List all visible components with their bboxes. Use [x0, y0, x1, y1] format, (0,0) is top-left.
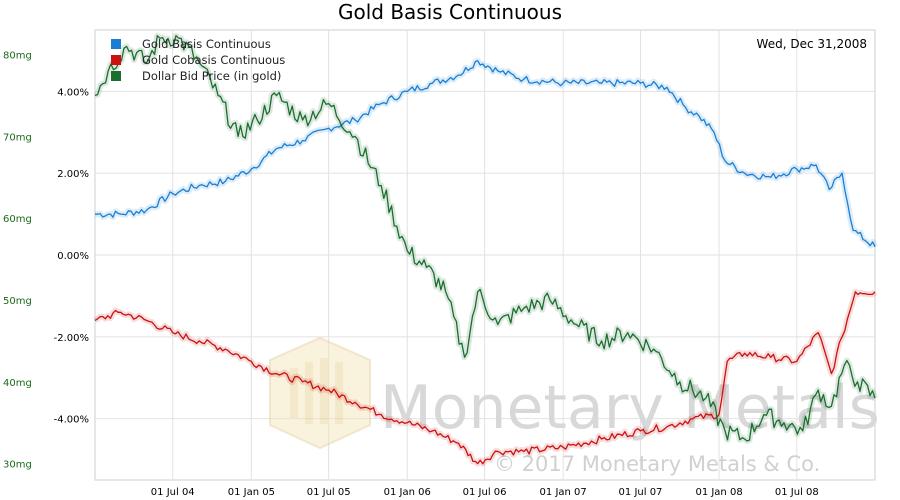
- x-tick-label: 01 Jul 08: [775, 487, 819, 498]
- series-line-2: [94, 35, 876, 442]
- date-label: Wed, Dec 31,2008: [757, 37, 867, 51]
- chart-title: Gold Basis Continuous: [338, 0, 562, 24]
- legend-swatch: [111, 39, 121, 49]
- left-axis: 30mg 40mg 50mg 60mg 70mg 80mg: [3, 51, 32, 471]
- legend-label: Dollar Bid Price (in gold): [142, 69, 281, 83]
- x-tick-label: 01 Jul 07: [619, 487, 663, 498]
- watermark-copyright: © 2017 Monetary Metals & Co.: [494, 452, 820, 476]
- legend-label: Gold Cobasis Continuous: [142, 53, 285, 67]
- x-tick-label: 01 Jan 06: [384, 487, 431, 498]
- legend-swatch: [111, 55, 121, 65]
- legend-swatch: [111, 71, 121, 81]
- right-tick-label: -4.00%: [54, 415, 89, 426]
- right-axis: -4.00% -2.00% 0.00% 2.00% 4.00%: [54, 87, 89, 425]
- right-tick-label: 2.00%: [57, 169, 89, 180]
- watermark-logo-icon: [269, 336, 371, 450]
- right-tick-label: 4.00%: [57, 87, 89, 98]
- series-line-1: [94, 291, 876, 465]
- legend: Gold Basis Continuous Gold Cobasis Contin…: [111, 37, 285, 83]
- x-tick-label: 01 Jul 06: [463, 487, 507, 498]
- left-tick-label: 80mg: [3, 51, 32, 62]
- left-tick-label: 50mg: [3, 296, 32, 307]
- x-tick-label: 01 Jan 05: [228, 487, 275, 498]
- x-tick-label: 01 Jan 07: [540, 487, 587, 498]
- x-tick-label: 01 Jul 05: [307, 487, 351, 498]
- right-tick-label: -2.00%: [54, 333, 89, 344]
- x-tick-label: 01 Jan 08: [695, 487, 742, 498]
- series-line-0: [94, 60, 876, 248]
- left-tick-label: 70mg: [3, 132, 32, 143]
- left-tick-label: 40mg: [3, 378, 32, 389]
- grid: [95, 30, 875, 480]
- x-tick-label: 01 Jul 04: [151, 487, 195, 498]
- x-axis: 01 Jul 04 01 Jan 05 01 Jul 05 01 Jan 06 01 J…: [151, 487, 819, 498]
- left-tick-label: 30mg: [3, 460, 32, 471]
- left-tick-label: 60mg: [3, 214, 32, 225]
- series-layer: [93, 32, 878, 467]
- right-tick-label: 0.00%: [57, 251, 89, 262]
- legend-label: Gold Basis Continuous: [142, 37, 271, 51]
